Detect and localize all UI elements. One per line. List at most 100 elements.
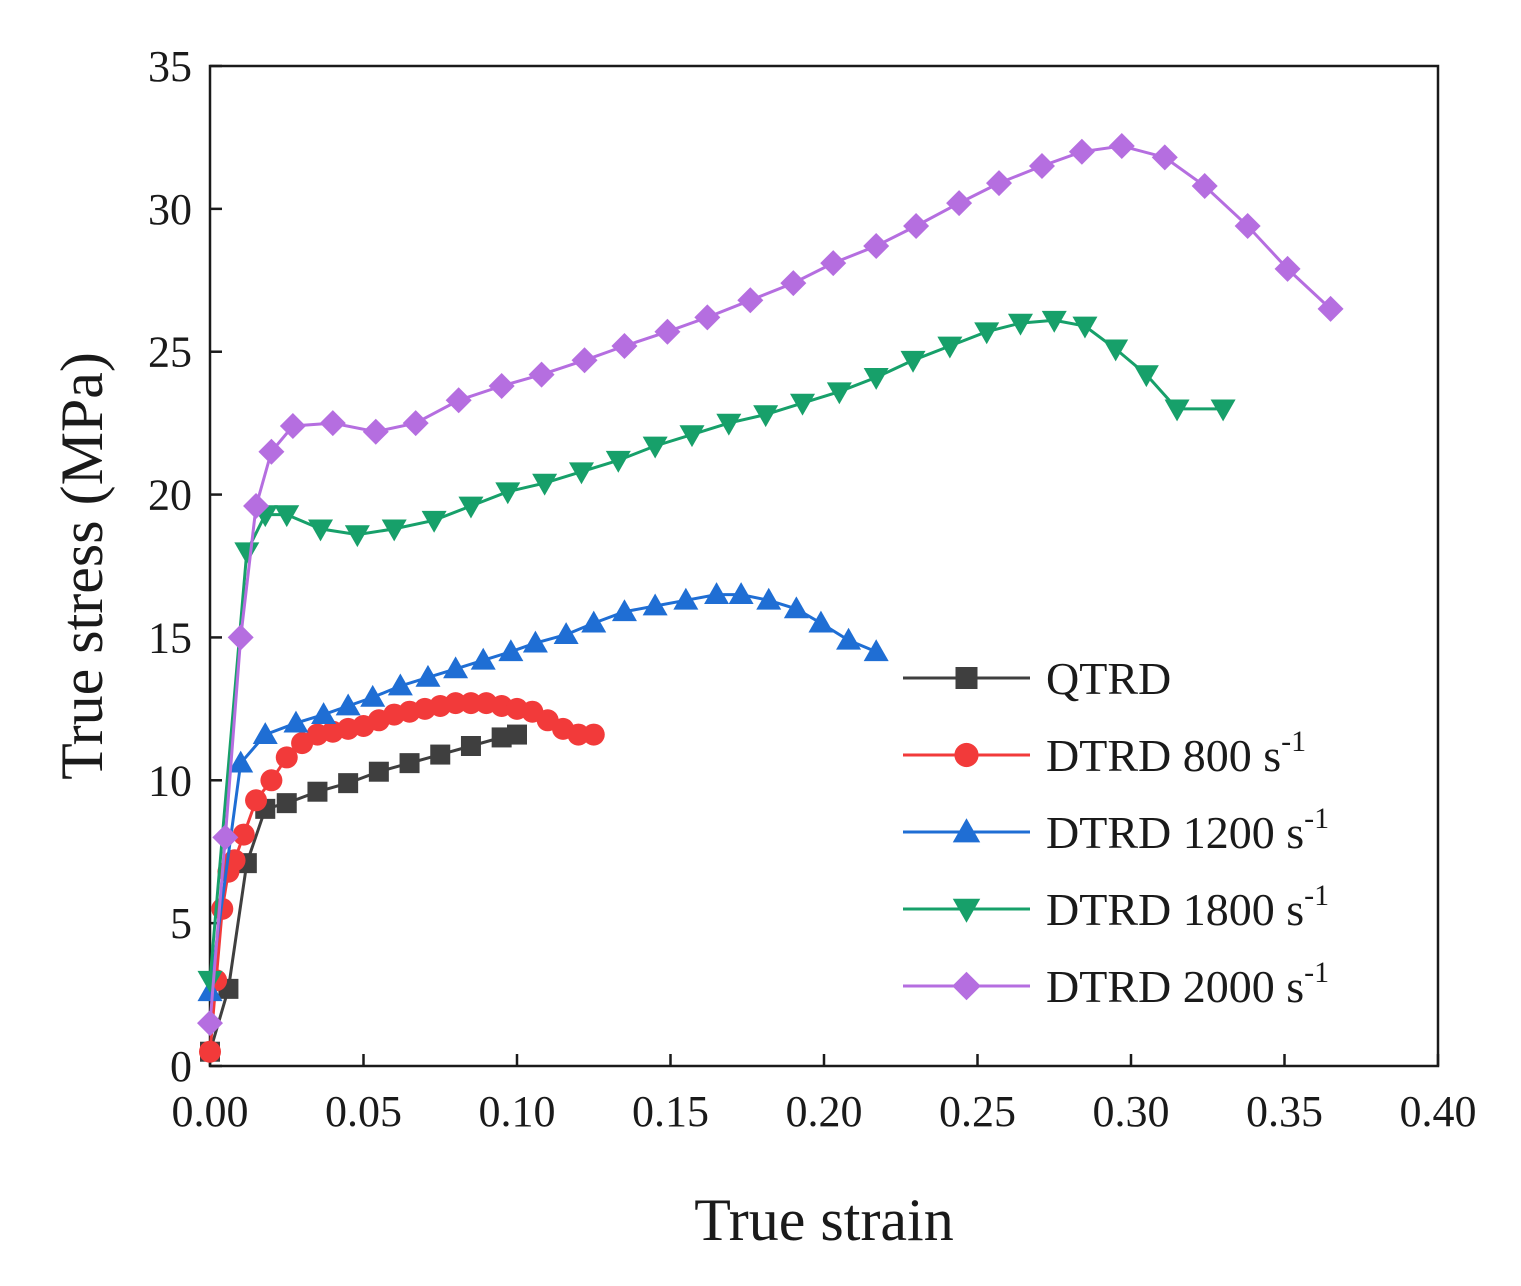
data-point	[338, 773, 359, 794]
legend-label-superscript: -1	[1281, 725, 1306, 758]
data-point	[459, 692, 482, 715]
data-point	[836, 627, 862, 650]
data-point	[460, 736, 481, 756]
data-point	[528, 361, 555, 388]
data-point	[443, 656, 469, 679]
data-point	[335, 693, 361, 716]
data-point	[227, 624, 254, 651]
data-point	[430, 744, 451, 765]
series-diamond	[197, 133, 1344, 1037]
data-point	[642, 436, 668, 459]
data-point	[522, 630, 548, 653]
legend-label-main: QTRD	[1046, 653, 1171, 704]
data-point	[753, 405, 779, 428]
data-point	[1041, 310, 1067, 333]
y-tick-label: 30	[148, 185, 192, 234]
data-point	[553, 622, 579, 644]
data-point	[611, 599, 637, 622]
data-point	[245, 789, 268, 812]
data-point	[673, 587, 699, 610]
legend-item: DTRD 1800 s-1	[903, 879, 1329, 935]
data-point	[946, 190, 973, 217]
data-point	[445, 387, 472, 414]
data-point	[808, 610, 834, 633]
data-point	[421, 510, 447, 533]
data-point	[362, 418, 389, 445]
series-triangle-down	[197, 310, 1236, 993]
data-point	[258, 438, 285, 465]
data-point	[387, 673, 413, 696]
legend-item: DTRD 800 s-1	[903, 725, 1306, 781]
data-point	[1234, 213, 1261, 239]
x-axis-title: True strain	[694, 1187, 953, 1253]
data-point	[679, 425, 705, 448]
data-point	[694, 304, 721, 331]
data-point	[252, 722, 278, 744]
data-point	[228, 750, 254, 773]
x-tick-label: 0.40	[1400, 1087, 1477, 1136]
y-axis: 0 5 10 15 20 25 30 35	[148, 42, 222, 1091]
x-tick-label: 0.05	[325, 1087, 402, 1136]
data-point	[1007, 313, 1033, 336]
data-point	[571, 347, 598, 374]
data-point	[826, 382, 852, 405]
data-point	[903, 213, 930, 239]
data-point	[444, 692, 467, 715]
data-point	[1317, 295, 1344, 322]
data-point	[716, 413, 742, 436]
data-point	[275, 746, 298, 769]
data-point	[243, 493, 270, 519]
data-point	[952, 818, 981, 843]
legend-label-main: DTRD 1200 s	[1046, 807, 1304, 858]
data-point	[974, 322, 1000, 345]
data-point	[283, 710, 309, 733]
y-tick-label: 15	[148, 613, 192, 662]
series-line	[208, 318, 1224, 981]
legend-label-main: DTRD 2000 s	[1046, 961, 1304, 1012]
legend-label-main: DTRD 1800 s	[1046, 884, 1304, 935]
data-point	[1072, 316, 1098, 339]
data-point	[1108, 133, 1135, 159]
data-point	[1068, 138, 1095, 165]
data-point	[311, 702, 337, 724]
data-point	[279, 413, 306, 439]
y-tick-label: 0	[170, 1042, 192, 1091]
data-point	[260, 769, 283, 792]
data-point	[567, 723, 590, 746]
data-point	[308, 519, 334, 542]
legend-label: DTRD 2000 s-1	[1046, 956, 1329, 1012]
data-point	[507, 724, 527, 745]
y-tick-label: 20	[148, 471, 192, 520]
data-point	[952, 971, 981, 1001]
data-point	[1191, 173, 1218, 199]
data-point	[820, 250, 847, 277]
y-tick-label: 35	[148, 42, 192, 91]
data-point	[276, 793, 297, 814]
data-point	[344, 525, 370, 548]
y-axis-title: True stress (MPa)	[49, 352, 115, 780]
data-point	[611, 333, 638, 359]
data-point	[737, 287, 764, 314]
data-point	[234, 542, 260, 565]
data-point	[1151, 144, 1178, 171]
legend-label-main: DTRD 800 s	[1046, 730, 1281, 781]
legend-item: QTRD	[903, 653, 1171, 704]
data-point	[1274, 255, 1301, 282]
data-point	[399, 753, 420, 774]
series-line	[208, 733, 518, 1053]
data-point	[581, 610, 607, 633]
data-point	[1028, 153, 1055, 179]
series-layer	[197, 133, 1344, 1063]
legend-label: DTRD 1200 s-1	[1046, 802, 1329, 858]
data-point	[1164, 399, 1190, 422]
x-tick-label: 0.00	[172, 1087, 249, 1136]
data-point	[756, 587, 782, 610]
x-tick-label: 0.20	[786, 1087, 863, 1136]
data-point	[863, 233, 890, 259]
data-point	[1133, 365, 1159, 388]
legend-item: DTRD 1200 s-1	[903, 802, 1329, 858]
data-point	[415, 664, 441, 687]
data-point	[642, 593, 668, 616]
